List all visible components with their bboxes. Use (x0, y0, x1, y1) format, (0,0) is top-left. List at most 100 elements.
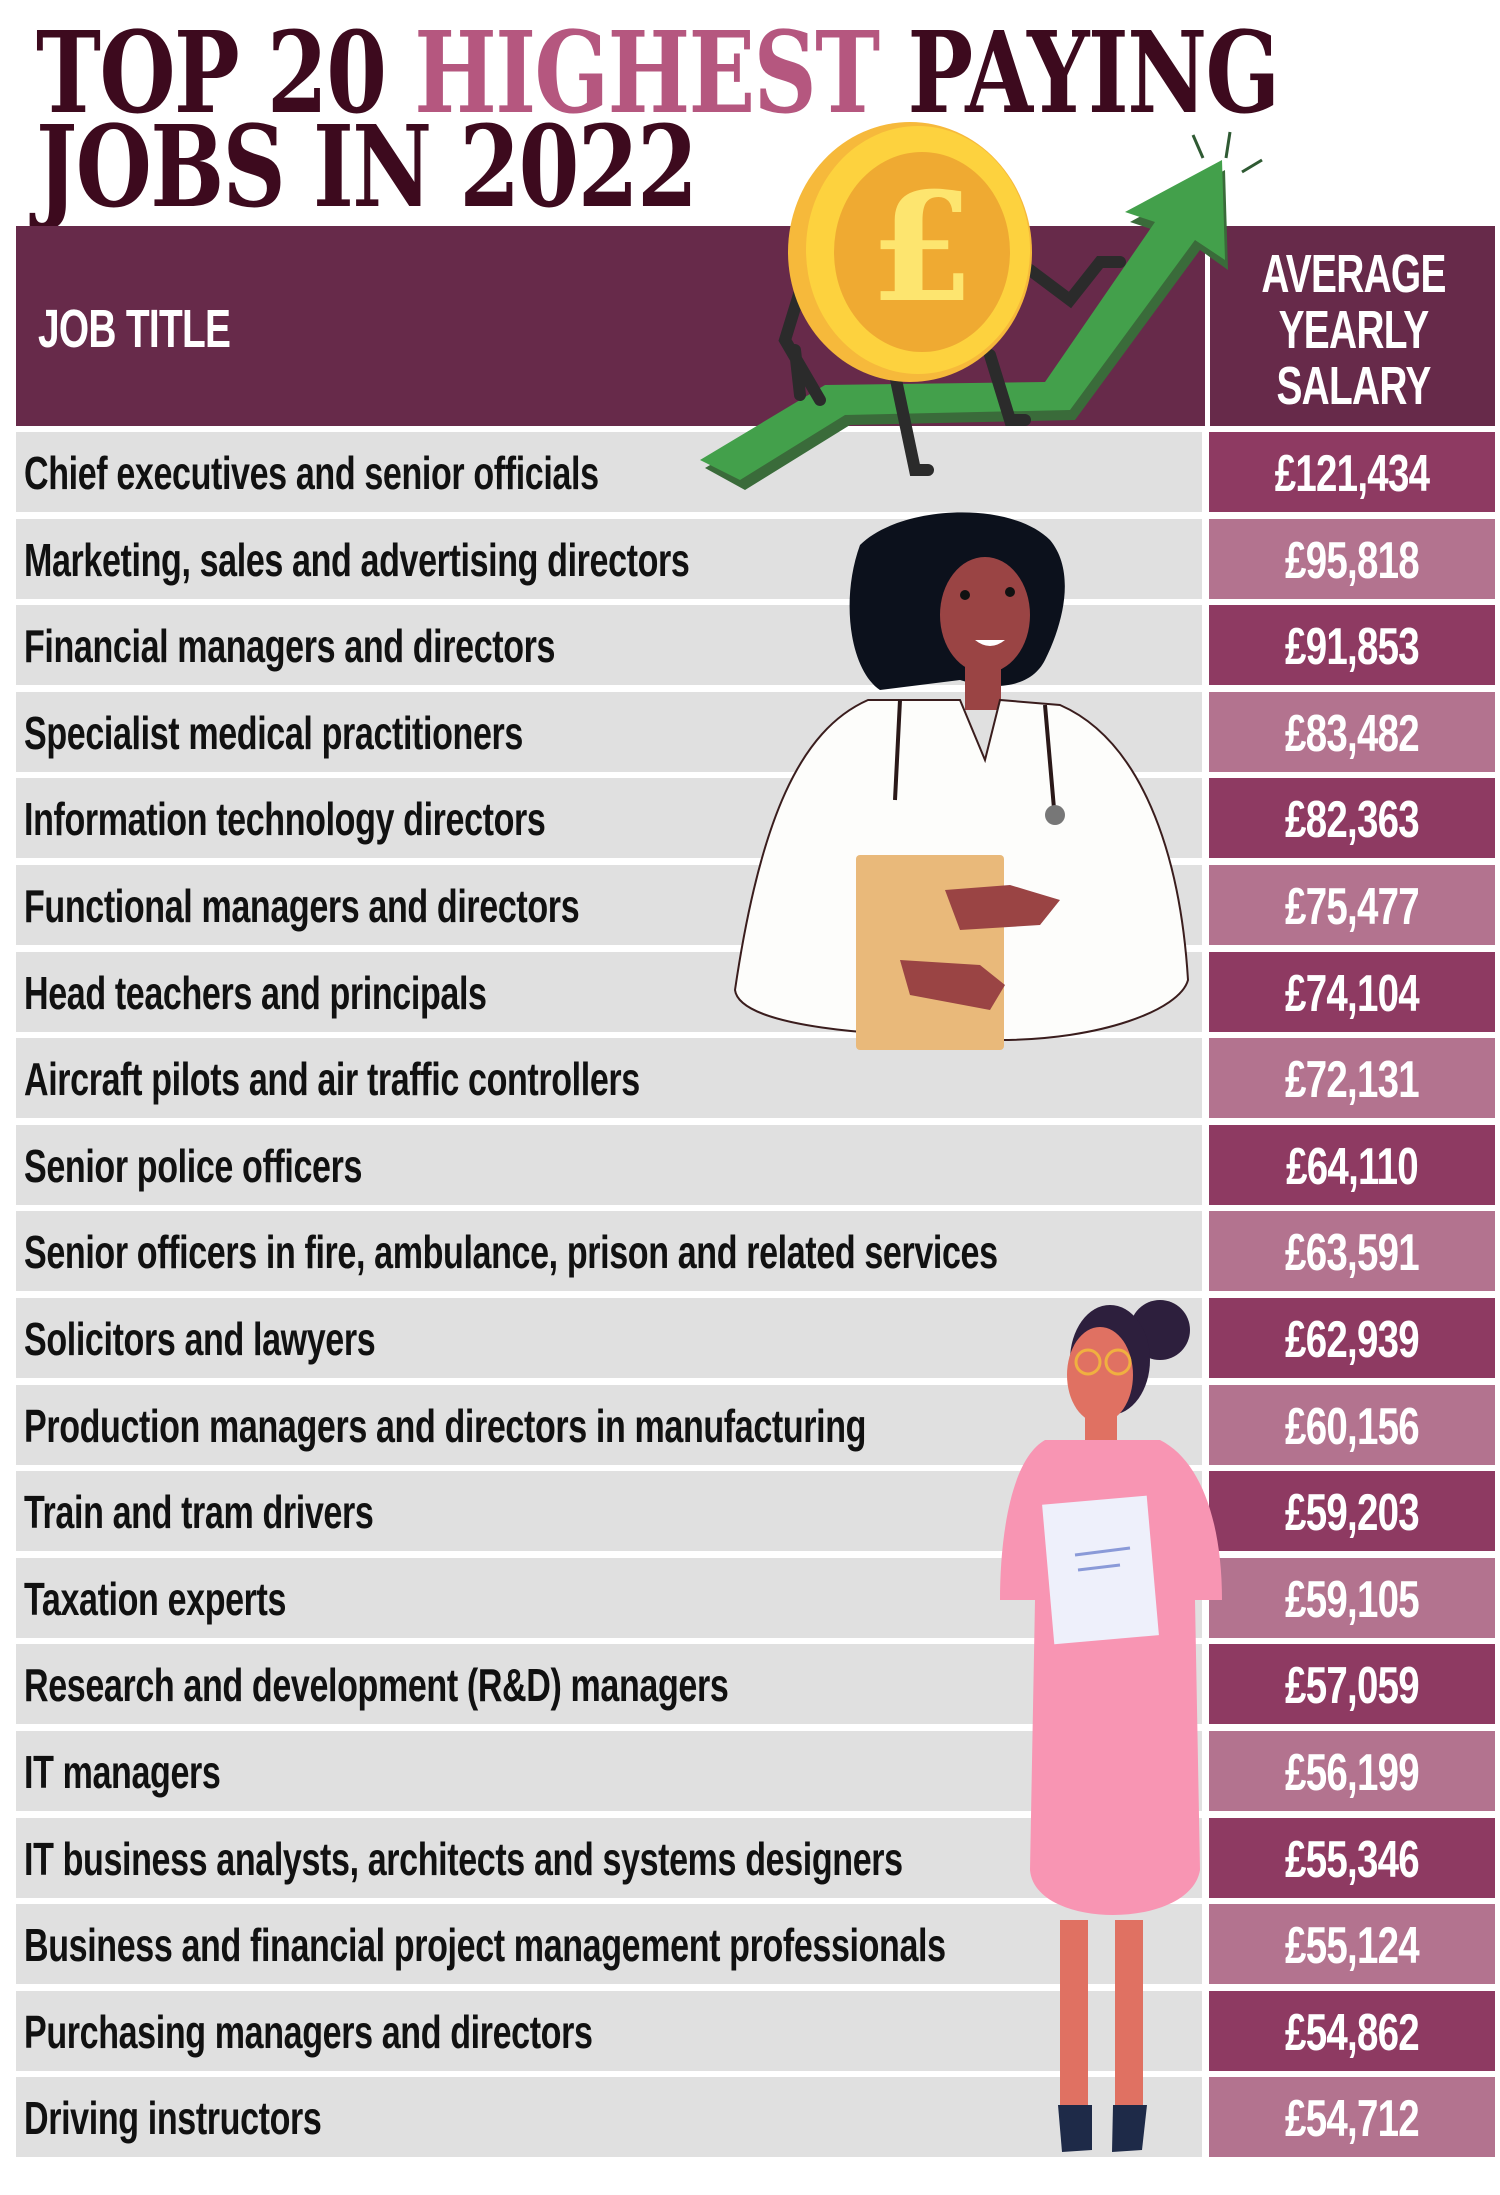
salary-value: £55,346 (1285, 1830, 1420, 1889)
table-row: Solicitors and lawyers £62,939 (16, 1297, 1495, 1378)
job-title-cell: Driving instructors (16, 2077, 1202, 2158)
job-title-cell: Marketing, sales and advertising directo… (16, 518, 1202, 599)
table-header: JOB TITLE AVERAGE YEARLY SALARY (16, 226, 1495, 426)
table-row: Aircraft pilots and air traffic controll… (16, 1038, 1495, 1119)
salary-value: £74,104 (1285, 964, 1420, 1023)
salary-cell: £62,939 (1209, 1297, 1495, 1378)
column-divider (1205, 226, 1210, 426)
job-title-cell: Information technology directors (16, 778, 1202, 859)
page-title-line-1: TOP 20 HIGHEST PAYING (36, 18, 1280, 130)
salary-cell: £64,110 (1209, 1124, 1495, 1205)
column-header-job-title: JOB TITLE (38, 299, 231, 359)
salary-header-line: SALARY (1276, 356, 1431, 416)
job-title-cell: Senior police officers (16, 1124, 1202, 1205)
job-title-cell: Solicitors and lawyers (16, 1297, 1202, 1378)
salary-cell: £63,591 (1209, 1211, 1495, 1292)
salary-value: £54,712 (1285, 2090, 1420, 2149)
salary-cell: £121,434 (1209, 432, 1495, 512)
salary-cell: £54,862 (1209, 1990, 1495, 2071)
job-title-cell: Head teachers and principals (16, 951, 1202, 1032)
job-title-cell: Specialist medical practitioners (16, 691, 1202, 772)
job-title-cell: Chief executives and senior officials (16, 432, 1202, 512)
job-title-cell: Functional managers and directors (16, 864, 1202, 945)
job-title-cell: Production managers and directors in man… (16, 1384, 1202, 1465)
title-text: PAYING (878, 8, 1280, 139)
salary-cell: £59,203 (1209, 1471, 1495, 1552)
table-row: Train and tram drivers £59,203 (16, 1471, 1495, 1552)
salary-value: £95,818 (1285, 531, 1420, 590)
salary-cell: £83,482 (1209, 691, 1495, 772)
table-row: Senior police officers £64,110 (16, 1124, 1495, 1205)
job-title-cell: Business and financial project managemen… (16, 1904, 1202, 1985)
job-title: Chief executives and senior officials (24, 447, 599, 499)
job-title: Information technology directors (24, 793, 546, 846)
salary-cell: £74,104 (1209, 951, 1495, 1032)
salary-value: £75,477 (1285, 877, 1420, 936)
job-title: Taxation experts (24, 1572, 287, 1625)
job-title: Senior officers in fire, ambulance, pris… (24, 1226, 998, 1279)
salary-cell: £59,105 (1209, 1557, 1495, 1638)
salary-cell: £57,059 (1209, 1644, 1495, 1725)
salary-header-line: AVERAGE (1261, 244, 1446, 304)
job-title-cell: Train and tram drivers (16, 1471, 1202, 1552)
salary-cell: £55,346 (1209, 1817, 1495, 1898)
salary-cell: £75,477 (1209, 864, 1495, 945)
job-title: Head teachers and principals (24, 966, 487, 1019)
salary-value: £59,203 (1285, 1484, 1420, 1543)
title-highlight: HIGHEST (414, 8, 880, 139)
salary-cell: £60,156 (1209, 1384, 1495, 1465)
job-title-cell: Taxation experts (16, 1557, 1202, 1638)
salary-header-line: YEARLY (1278, 300, 1430, 360)
job-title-cell: Aircraft pilots and air traffic controll… (16, 1038, 1202, 1119)
salary-value: £62,939 (1285, 1310, 1420, 1369)
table-row: IT business analysts, architects and sys… (16, 1817, 1495, 1898)
job-title: IT managers (24, 1745, 221, 1798)
salary-cell: £56,199 (1209, 1730, 1495, 1811)
job-title: Business and financial project managemen… (24, 1919, 946, 1972)
salary-value: £72,131 (1285, 1051, 1420, 1110)
job-title: Purchasing managers and directors (24, 2005, 593, 2058)
job-title: Aircraft pilots and air traffic controll… (24, 1053, 640, 1106)
job-title-cell: Research and development (R&D) managers (16, 1644, 1202, 1725)
table-row: Research and development (R&D) managers £… (16, 1644, 1495, 1725)
salary-value: £57,059 (1285, 1657, 1420, 1716)
salary-value: £54,862 (1285, 2003, 1420, 2062)
page-title-line-2: JOBS IN 2022 (36, 102, 698, 233)
job-title: IT business analysts, architects and sys… (24, 1832, 903, 1885)
job-title: Senior police officers (24, 1139, 363, 1192)
salary-cell: £54,712 (1209, 2077, 1495, 2158)
salary-value: £55,124 (1285, 1917, 1420, 1976)
table-row: Information technology directors £82,363 (16, 778, 1495, 859)
table-row: Purchasing managers and directors £54,862 (16, 1990, 1495, 2071)
salary-cell: £82,363 (1209, 778, 1495, 859)
job-title: Marketing, sales and advertising directo… (24, 533, 690, 586)
table-row: Head teachers and principals £74,104 (16, 951, 1495, 1032)
table-row: Production managers and directors in man… (16, 1384, 1495, 1465)
salary-cell: £91,853 (1209, 605, 1495, 686)
salary-value: £83,482 (1285, 704, 1420, 763)
table-body: Chief executives and senior officials £12… (16, 432, 1495, 2164)
job-title: Driving instructors (24, 2092, 322, 2145)
salary-cell: £72,131 (1209, 1038, 1495, 1119)
table-row: Functional managers and directors £75,477 (16, 864, 1495, 945)
job-title: Financial managers and directors (24, 620, 556, 673)
table-row: Financial managers and directors £91,853 (16, 605, 1495, 686)
job-title: Solicitors and lawyers (24, 1312, 376, 1365)
salary-value: £121,434 (1274, 445, 1430, 503)
table-row: Senior officers in fire, ambulance, pris… (16, 1211, 1495, 1292)
job-title-cell: Senior officers in fire, ambulance, pris… (16, 1211, 1202, 1292)
job-title: Production managers and directors in man… (24, 1399, 867, 1452)
table-row: Taxation experts £59,105 (16, 1557, 1495, 1638)
salary-cell: £95,818 (1209, 518, 1495, 599)
salary-value: £59,105 (1285, 1570, 1420, 1629)
salary-value: £56,199 (1285, 1743, 1420, 1802)
job-title: Train and tram drivers (24, 1486, 374, 1539)
job-title: Specialist medical practitioners (24, 706, 523, 759)
job-title: Functional managers and directors (24, 879, 580, 932)
job-title-cell: Financial managers and directors (16, 605, 1202, 686)
table-row: Driving instructors £54,712 (16, 2077, 1495, 2158)
salary-value: £63,591 (1285, 1224, 1420, 1283)
column-header-salary: AVERAGE YEARLY SALARY (1212, 246, 1495, 414)
table-row: Specialist medical practitioners £83,482 (16, 691, 1495, 772)
table-row: Business and financial project managemen… (16, 1904, 1495, 1985)
